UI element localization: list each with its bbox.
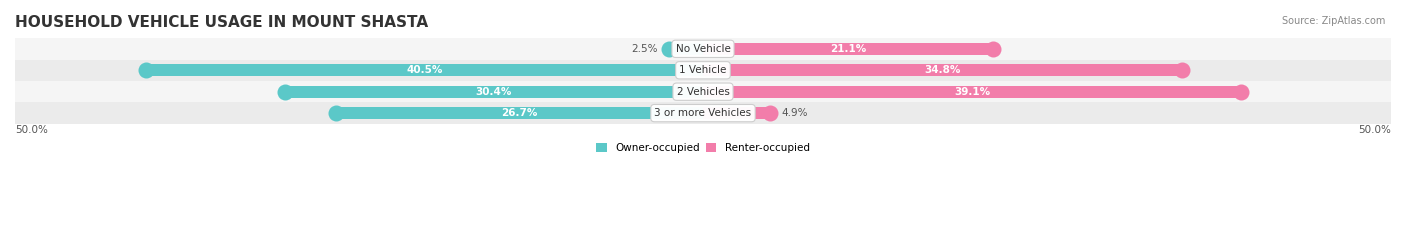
Text: 39.1%: 39.1% bbox=[953, 87, 990, 97]
Text: 2.5%: 2.5% bbox=[631, 44, 658, 54]
Text: 3 or more Vehicles: 3 or more Vehicles bbox=[654, 108, 752, 118]
Bar bbox=[336, 107, 703, 119]
Bar bbox=[146, 64, 703, 76]
Bar bbox=[703, 86, 1241, 98]
Text: 1 Vehicle: 1 Vehicle bbox=[679, 65, 727, 75]
Text: HOUSEHOLD VEHICLE USAGE IN MOUNT SHASTA: HOUSEHOLD VEHICLE USAGE IN MOUNT SHASTA bbox=[15, 15, 427, 30]
Text: 4.9%: 4.9% bbox=[782, 108, 808, 118]
Bar bbox=[703, 64, 1182, 76]
Bar bbox=[15, 81, 1391, 102]
Text: 2 Vehicles: 2 Vehicles bbox=[676, 87, 730, 97]
Text: 50.0%: 50.0% bbox=[1358, 125, 1391, 135]
Text: Source: ZipAtlas.com: Source: ZipAtlas.com bbox=[1281, 16, 1385, 26]
Bar bbox=[15, 60, 1391, 81]
Text: 21.1%: 21.1% bbox=[830, 44, 866, 54]
Text: No Vehicle: No Vehicle bbox=[675, 44, 731, 54]
Bar bbox=[703, 107, 770, 119]
Bar bbox=[15, 102, 1391, 124]
Bar bbox=[15, 38, 1391, 60]
Text: 50.0%: 50.0% bbox=[15, 125, 48, 135]
Bar bbox=[703, 43, 993, 55]
Bar bbox=[669, 43, 703, 55]
Text: 30.4%: 30.4% bbox=[475, 87, 512, 97]
Bar bbox=[284, 86, 703, 98]
Text: 34.8%: 34.8% bbox=[924, 65, 960, 75]
Legend: Owner-occupied, Renter-occupied: Owner-occupied, Renter-occupied bbox=[592, 139, 814, 157]
Text: 40.5%: 40.5% bbox=[406, 65, 443, 75]
Text: 26.7%: 26.7% bbox=[501, 108, 537, 118]
